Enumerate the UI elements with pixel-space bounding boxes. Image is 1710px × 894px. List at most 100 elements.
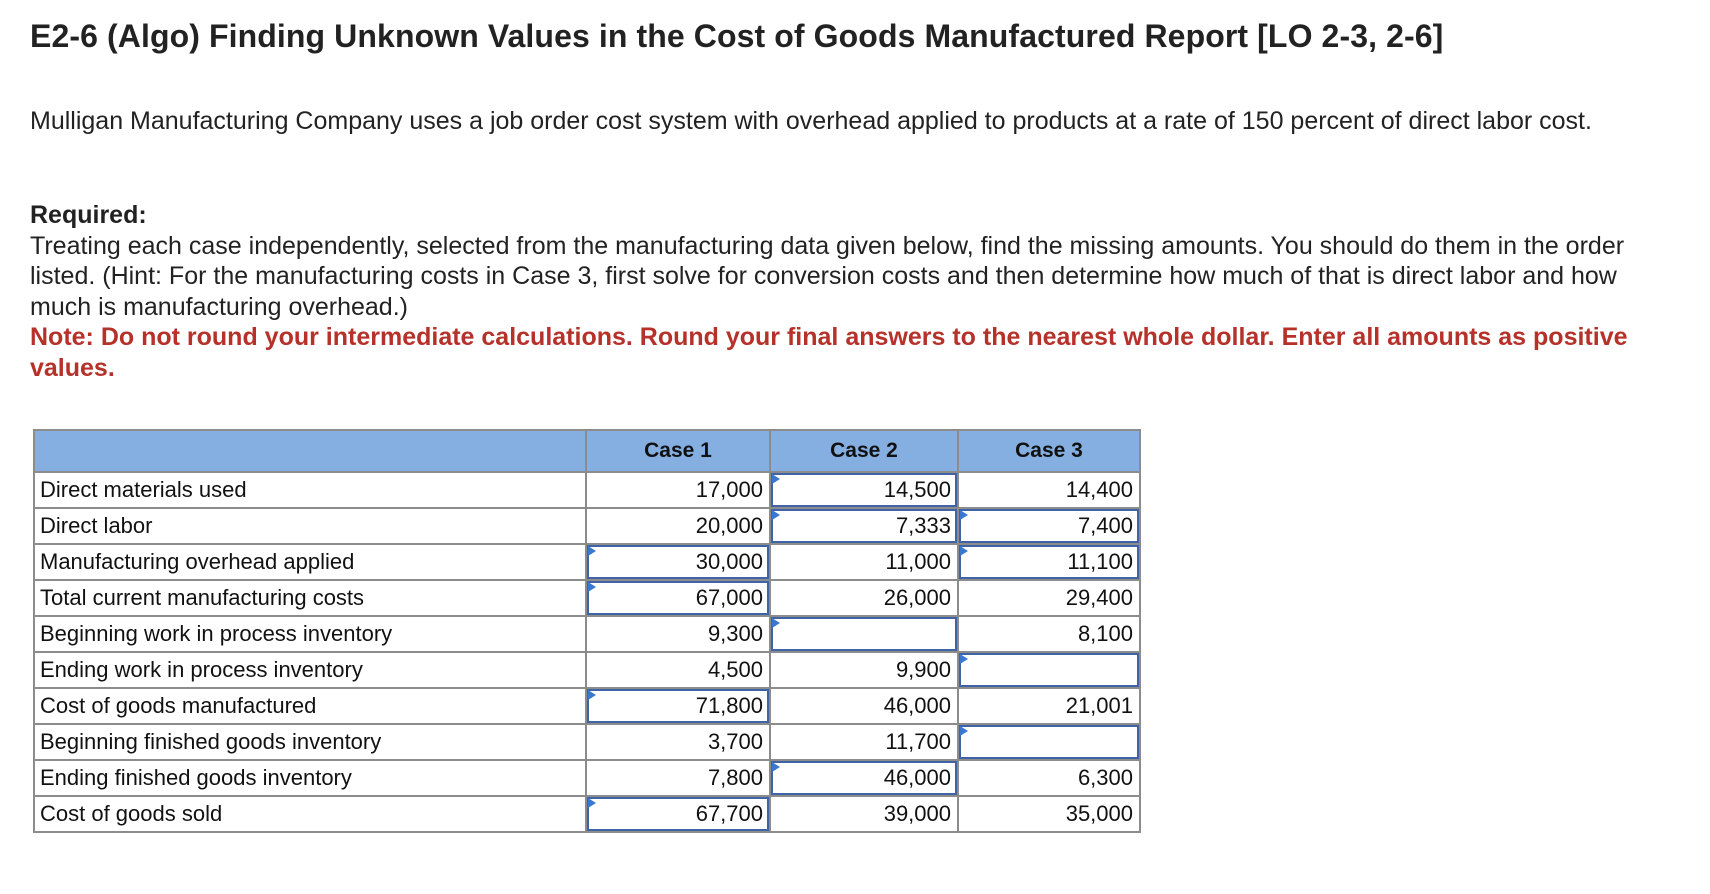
table-row: Beginning finished goods inventory 3,700 1…	[33, 723, 1141, 761]
value-cell-case-2: 11,700	[769, 723, 959, 761]
answer-input-case-3[interactable]	[957, 651, 1141, 689]
header-case-1: Case 1	[585, 429, 771, 473]
row-label: Ending work in process inventory	[33, 651, 587, 689]
cell-value: 17,000	[695, 477, 763, 502]
value-cell-case-2: 11,000	[769, 543, 959, 581]
header-label-column	[33, 429, 587, 473]
cell-value: 21,001	[1065, 693, 1133, 718]
cell-value: 14,400	[1065, 477, 1133, 502]
answer-input-case-2[interactable]	[769, 615, 959, 653]
input-marker-icon	[960, 726, 968, 736]
input-marker-icon	[960, 546, 968, 556]
table-row: Direct materials used 17,000 14,500 14,400	[33, 471, 1141, 509]
cell-value: 9,900	[895, 657, 951, 682]
row-label: Direct materials used	[33, 471, 587, 509]
table-row: Cost of goods sold 67,700 39,000 35,000	[33, 795, 1141, 833]
row-label: Cost of goods sold	[33, 795, 587, 833]
cell-value: 67,700	[695, 801, 763, 826]
value-cell-case-3: 29,400	[957, 579, 1141, 617]
rounding-note: Note: Do not round your intermediate cal…	[30, 323, 1628, 382]
cell-value: 39,000	[883, 801, 951, 826]
cell-value: 46,000	[883, 693, 951, 718]
table-row: Beginning work in process inventory 9,300…	[33, 615, 1141, 653]
answer-input-case-1[interactable]: 67,700	[585, 795, 771, 833]
value-cell-case-3: 14,400	[957, 471, 1141, 509]
input-marker-icon	[772, 474, 780, 484]
answer-input-case-3[interactable]	[957, 723, 1141, 761]
value-cell-case-1: 9,300	[585, 615, 771, 653]
cell-value: 29,400	[1065, 585, 1133, 610]
table-row: Direct labor 20,000 7,333 7,400	[33, 507, 1141, 545]
table-body: Direct materials used 17,000 14,500 14,400 D…	[33, 471, 1141, 833]
value-cell-case-1: 7,800	[585, 759, 771, 797]
page-title: E2-6 (Algo) Finding Unknown Values in th…	[30, 18, 1444, 54]
input-marker-icon	[588, 690, 596, 700]
answer-input-case-1[interactable]: 71,800	[585, 687, 771, 725]
input-marker-icon	[772, 510, 780, 520]
cell-value: 7,800	[707, 765, 763, 790]
table-header-row: Case 1 Case 2 Case 3	[33, 429, 1141, 473]
value-cell-case-3: 8,100	[957, 615, 1141, 653]
cell-value: 20,000	[695, 513, 763, 538]
row-label: Direct labor	[33, 507, 587, 545]
value-cell-case-3: 6,300	[957, 759, 1141, 797]
required-instructions: Treating each case independently, select…	[30, 231, 1625, 321]
answer-input-case-3[interactable]: 7,400	[957, 507, 1141, 545]
answer-input-case-1[interactable]: 67,000	[585, 579, 771, 617]
row-label: Cost of goods manufactured	[33, 687, 587, 725]
cases-table: Case 1 Case 2 Case 3 Direct materials us…	[33, 429, 1141, 833]
answer-input-case-2[interactable]: 14,500	[769, 471, 959, 509]
answer-input-case-3[interactable]: 11,100	[957, 543, 1141, 581]
table-row: Cost of goods manufactured 71,800 46,000 21…	[33, 687, 1141, 725]
input-marker-icon	[588, 546, 596, 556]
input-marker-icon	[588, 582, 596, 592]
cell-value: 30,000	[695, 549, 763, 574]
cell-value: 9,300	[707, 621, 763, 646]
row-label: Ending finished goods inventory	[33, 759, 587, 797]
cell-value: 11,000	[885, 549, 951, 574]
value-cell-case-2: 39,000	[769, 795, 959, 833]
cell-value: 6,300	[1077, 765, 1133, 790]
value-cell-case-3: 21,001	[957, 687, 1141, 725]
header-case-2: Case 2	[769, 429, 959, 473]
value-cell-case-1: 4,500	[585, 651, 771, 689]
answer-input-case-2[interactable]: 7,333	[769, 507, 959, 545]
value-cell-case-2: 26,000	[769, 579, 959, 617]
value-cell-case-2: 9,900	[769, 651, 959, 689]
value-cell-case-1: 3,700	[585, 723, 771, 761]
cell-value: 7,333	[895, 513, 951, 538]
value-cell-case-2: 46,000	[769, 687, 959, 725]
answer-input-case-2[interactable]: 46,000	[769, 759, 959, 797]
cell-value: 71,800	[695, 693, 763, 718]
input-marker-icon	[960, 654, 968, 664]
input-marker-icon	[772, 618, 780, 628]
cell-value: 11,100	[1067, 549, 1133, 574]
cell-value: 4,500	[707, 657, 763, 682]
cell-value: 46,000	[883, 765, 951, 790]
required-section: Required: Treating each case independent…	[30, 200, 1680, 383]
value-cell-case-1: 17,000	[585, 471, 771, 509]
required-heading: Required:	[30, 201, 147, 229]
intro-paragraph: Mulligan Manufacturing Company uses a jo…	[30, 107, 1592, 135]
table-row: Ending work in process inventory 4,500 9,9…	[33, 651, 1141, 689]
cell-value: 14,500	[883, 477, 951, 502]
input-marker-icon	[588, 798, 596, 808]
value-cell-case-3: 35,000	[957, 795, 1141, 833]
row-label: Beginning work in process inventory	[33, 615, 587, 653]
table-row: Ending finished goods inventory 7,800 46,0…	[33, 759, 1141, 797]
input-marker-icon	[772, 762, 780, 772]
cell-value: 11,700	[885, 729, 951, 754]
cell-value: 35,000	[1065, 801, 1133, 826]
table-row: Manufacturing overhead applied 30,000 11,0…	[33, 543, 1141, 581]
cell-value: 26,000	[883, 585, 951, 610]
header-case-3: Case 3	[957, 429, 1141, 473]
cell-value: 8,100	[1077, 621, 1133, 646]
answer-input-case-1[interactable]: 30,000	[585, 543, 771, 581]
value-cell-case-1: 20,000	[585, 507, 771, 545]
row-label: Beginning finished goods inventory	[33, 723, 587, 761]
cell-value: 7,400	[1077, 513, 1133, 538]
cell-value: 67,000	[695, 585, 763, 610]
table-row: Total current manufacturing costs 67,000 2…	[33, 579, 1141, 617]
cell-value: 3,700	[707, 729, 763, 754]
